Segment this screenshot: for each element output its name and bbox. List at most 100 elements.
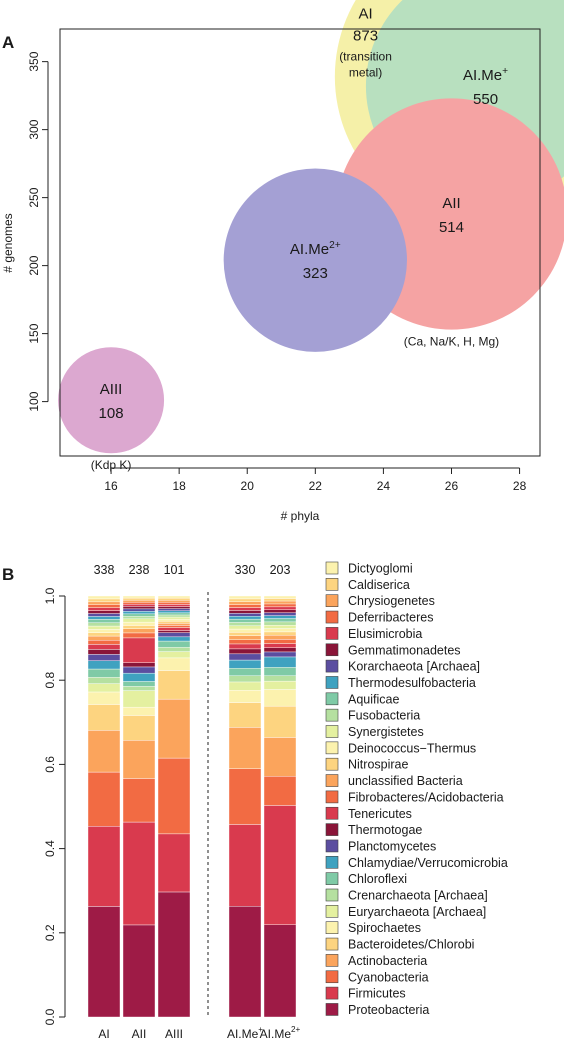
bar-segment (263, 689, 297, 707)
panel-a-x-axis: 16 18 20 22 24 26 28 (104, 467, 527, 493)
legend-swatch (325, 1003, 339, 1016)
bar-segment (87, 691, 121, 705)
bar-segment (263, 656, 297, 668)
bar-category-label: AIII (165, 1027, 183, 1041)
bar-segment (87, 598, 121, 603)
bar-segment (263, 612, 297, 616)
bar-segment (157, 670, 191, 700)
bar-category-label: AI.Me2+ (260, 1025, 301, 1041)
bar-segment (228, 681, 262, 691)
bar-segment (157, 636, 191, 642)
bar-segment (87, 704, 121, 731)
legend-label: Tenericutes (348, 807, 412, 821)
bar-segment (122, 666, 156, 674)
legend-swatch (325, 627, 339, 640)
bubble-count: 323 (303, 265, 328, 282)
bar-segment (87, 607, 121, 611)
bar-segment (228, 610, 262, 614)
bubble-label: AIII (100, 381, 123, 398)
legend-label: Thermodesulfobacteria (348, 676, 476, 690)
bubble-count: 514 (439, 219, 464, 236)
x-tick-label: 24 (377, 479, 391, 493)
bubble-caption-label: AI (358, 6, 372, 23)
bar-segment (122, 602, 156, 605)
legend-label: Gemmatimonadetes (348, 643, 461, 657)
legend-label: Actinobacteria (348, 954, 427, 968)
bar-segment (87, 622, 121, 627)
legend-label: Synergistetes (348, 725, 424, 739)
bar-segment (87, 595, 121, 600)
bar-segment (228, 702, 262, 728)
legend-swatch (325, 610, 339, 624)
legend-label: Dictyoglomi (348, 562, 413, 576)
bar-segment (122, 715, 156, 741)
b-y-tick-label: 0.6 (43, 756, 57, 773)
legend-label: Proteobacteria (348, 1003, 429, 1017)
bar-segment (228, 689, 262, 703)
bar-segment (228, 659, 262, 669)
y-tick-label: 250 (27, 187, 41, 207)
bar-segment (122, 604, 156, 607)
panel-b-letter: B (2, 565, 14, 584)
bar-segment (228, 598, 262, 602)
panel-b-legend: Dictyoglomi Caldiserica Chrysiogenetes Defe… (325, 562, 508, 1017)
bar-segment (87, 635, 121, 641)
bar-segment (157, 610, 191, 614)
bar-segment (122, 706, 156, 716)
legend-label: Elusimicrobia (348, 627, 422, 641)
bar-count-label: 338 (94, 563, 115, 577)
bar-segment (122, 821, 156, 926)
legend-label: Euryarchaeota [Archaea] (348, 905, 486, 919)
bar-segment (263, 647, 297, 653)
bar-segment (122, 628, 156, 634)
y-tick-label: 350 (27, 51, 41, 71)
legend-swatch (325, 774, 339, 787)
legend-swatch (325, 823, 339, 836)
bar-segment (122, 740, 156, 779)
bar-segment (228, 648, 262, 655)
bar-segment (87, 625, 121, 630)
bar-segment (87, 906, 121, 1018)
y-tick-label: 300 (27, 119, 41, 139)
bar-segment (87, 826, 121, 907)
panel-b: B 0.00.20.40.60.81.0 338AI238AII101AIII3… (2, 562, 508, 1042)
bar-segment (263, 635, 297, 640)
legend-swatch (325, 986, 339, 1000)
bar-segment (122, 621, 156, 626)
bar-segment (228, 727, 262, 769)
bar-segment (87, 683, 121, 693)
bubble-label: AII (442, 195, 460, 212)
bubble-caption-note: (transition (339, 50, 392, 64)
b-y-tick-label: 0.8 (43, 672, 57, 689)
y-tick-label: 100 (27, 391, 41, 411)
legend-label: Firmicutes (348, 987, 406, 1001)
bar-segment (263, 603, 297, 608)
y-tick-label: 150 (27, 323, 41, 343)
bar-segment (228, 768, 262, 825)
bar-segment (228, 616, 262, 620)
bar-segment (157, 640, 191, 648)
bubble-caption-note: metal) (349, 66, 382, 80)
bar-segment (228, 668, 262, 676)
bar-segment (263, 776, 297, 806)
legend-swatch (325, 708, 339, 722)
bar-segment (157, 602, 191, 605)
bar-segment (87, 677, 121, 684)
bar-segment (263, 600, 297, 605)
legend-swatch (325, 888, 339, 902)
bar-segment (87, 629, 121, 633)
bar-segment (228, 824, 262, 907)
legend-swatch (325, 954, 339, 967)
bar-segment (122, 637, 156, 663)
bar-segment (87, 644, 121, 650)
panel-a-plot-area: AI 873 (transition metal) AI.Me+ 550 AII 514 (Ca… (58, 0, 564, 472)
legend-swatch (325, 921, 339, 935)
bubble-label: AI.Me+ (463, 66, 508, 84)
panel-a-x-axis-label: # phyla (281, 509, 320, 523)
bar-segment (263, 639, 297, 644)
bar-segment (157, 833, 191, 893)
bar-segment (263, 667, 297, 676)
legend-label: Bacteroidetes/Chlorobi (348, 938, 474, 952)
legend-swatch (325, 839, 339, 853)
bar-segment (122, 608, 156, 612)
